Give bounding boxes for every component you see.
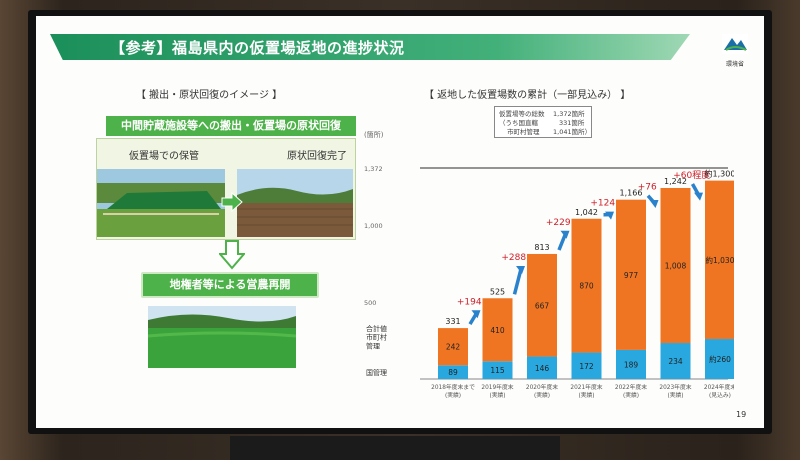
bar-total-label: 1,242 bbox=[664, 177, 687, 186]
unit-label: (箇所) bbox=[364, 131, 384, 139]
national-row-label: （うち国直轄 bbox=[499, 119, 538, 127]
x-tick-label: 2024年度末(見込み) bbox=[704, 383, 734, 399]
bar-total-label: 525 bbox=[490, 287, 505, 296]
row-label-municipal: 市町村管理 bbox=[366, 333, 387, 351]
bar-label-municipal: 1,008 bbox=[665, 262, 687, 271]
bar-national bbox=[705, 339, 734, 379]
row-label-total: 合計値 bbox=[366, 324, 387, 333]
bar-municipal bbox=[482, 298, 513, 362]
increase-arrowhead bbox=[516, 265, 525, 274]
down-arrow-icon bbox=[219, 240, 245, 270]
bar-label-national: 約260 bbox=[709, 354, 731, 364]
bar-municipal bbox=[571, 218, 602, 353]
bar-label-national: 115 bbox=[490, 366, 505, 375]
slide-title: 【参考】福島県内の仮置場返地の進捗状況 bbox=[110, 39, 405, 57]
y-tick-label: 1,372 bbox=[364, 165, 383, 173]
x-tick-label: 2019年度末(実績) bbox=[481, 383, 513, 399]
totals-row-label: 仮置場等の総数 bbox=[499, 110, 545, 118]
increase-arrowhead bbox=[605, 211, 614, 220]
bar-label-municipal: 410 bbox=[490, 326, 505, 335]
x-tick-label: 2020年度末(実績) bbox=[526, 383, 558, 399]
increase-arrowhead bbox=[471, 310, 481, 319]
totals-box: 仮置場等の総数 1,372箇所 （うち国直轄 331箇所 市町村管理 1,041… bbox=[494, 106, 592, 138]
panel-header: 中間貯蔵施設等への搬出・仮置場の原状回復 bbox=[106, 116, 356, 136]
bar-total-label: 331 bbox=[445, 317, 460, 326]
bar-label-municipal: 約1,030 bbox=[706, 255, 734, 265]
y-tick-label: 500 bbox=[364, 299, 376, 307]
bar-national bbox=[438, 365, 468, 379]
bar-label-national: 234 bbox=[668, 357, 683, 366]
ministry-logo-icon bbox=[722, 34, 748, 54]
x-tick-label: 2018年度末まで(実績) bbox=[431, 383, 475, 399]
municipal-row-label: 市町村管理 bbox=[507, 128, 540, 136]
right-arrow-icon bbox=[221, 191, 243, 213]
left-section-title: 【 搬出・原状回復のイメージ 】 bbox=[136, 90, 283, 101]
bar-municipal bbox=[660, 187, 691, 344]
bar-label-national: 189 bbox=[624, 360, 639, 369]
image-panel: 仮置場での保管 原状回復完了 bbox=[96, 138, 356, 240]
increment-label: +194 bbox=[457, 297, 482, 307]
increase-arrow bbox=[512, 268, 523, 295]
bar-label-national: 172 bbox=[579, 362, 594, 371]
slide-screen: 【参考】福島県内の仮置場返地の進捗状況 環境省 【 搬出・原状回復のイメージ 】… bbox=[36, 16, 764, 428]
bar-label-municipal: 667 bbox=[535, 301, 550, 310]
municipal-row-value: 1,041箇所） bbox=[553, 128, 592, 136]
increment-label: +288 bbox=[501, 253, 526, 263]
after-label: 原状回復完了 bbox=[287, 151, 347, 162]
y-tick-label: 1,000 bbox=[364, 222, 383, 230]
increase-arrowhead bbox=[560, 230, 570, 239]
bar-total-label: 813 bbox=[534, 243, 549, 252]
logo-text: 環境省 bbox=[725, 61, 744, 68]
x-tick-label: 2021年度末(実績) bbox=[570, 383, 602, 399]
bar-municipal bbox=[616, 199, 646, 350]
farming-photo bbox=[148, 306, 296, 368]
bar-municipal bbox=[705, 180, 734, 340]
increment-label: +229 bbox=[546, 218, 571, 228]
after-photo bbox=[237, 169, 353, 237]
increment-label: +76 bbox=[638, 183, 657, 193]
bar-label-municipal: 977 bbox=[624, 271, 639, 280]
title-banner: 【参考】福島県内の仮置場返地の進捗状況 bbox=[50, 34, 690, 60]
right-section-title: 【 返地した仮置場数の累計（一部見込み） 】 bbox=[424, 90, 631, 101]
bar-total-label: 1,166 bbox=[620, 189, 643, 198]
bar-national bbox=[616, 349, 646, 379]
bar-national bbox=[527, 356, 557, 379]
bar-municipal bbox=[438, 328, 468, 366]
before-photo bbox=[97, 169, 225, 237]
national-row-value: 331箇所 bbox=[559, 119, 585, 127]
bar-label-municipal: 870 bbox=[579, 282, 594, 291]
bar-label-municipal: 242 bbox=[446, 343, 461, 352]
increase-arrowhead bbox=[694, 192, 703, 201]
bar-national bbox=[571, 352, 602, 379]
bar-total-label: 約1,300 bbox=[705, 169, 734, 179]
increment-label: +124 bbox=[590, 199, 615, 209]
increase-arrow bbox=[557, 233, 568, 251]
increase-arrowhead bbox=[649, 199, 659, 208]
totals-row-value: 1,372箇所 bbox=[553, 110, 585, 118]
increment-label: +60程度 bbox=[673, 169, 710, 181]
row-label-national: 国管理 bbox=[366, 368, 387, 377]
x-tick-label: 2022年度末(実績) bbox=[615, 383, 647, 399]
before-label: 仮置場での保管 bbox=[129, 151, 199, 162]
page-number: 19 bbox=[736, 410, 747, 419]
x-tick-label: 2023年度末(実績) bbox=[659, 383, 691, 399]
bar-municipal bbox=[527, 253, 557, 357]
bar-national bbox=[482, 361, 513, 379]
bar-label-national: 146 bbox=[535, 364, 550, 373]
bar-total-label: 1,042 bbox=[575, 208, 598, 217]
result-label: 地権者等による営農再開 bbox=[141, 272, 319, 298]
monitor-stand bbox=[230, 436, 560, 460]
bar-national bbox=[660, 343, 691, 379]
bar-label-national: 89 bbox=[448, 368, 458, 377]
